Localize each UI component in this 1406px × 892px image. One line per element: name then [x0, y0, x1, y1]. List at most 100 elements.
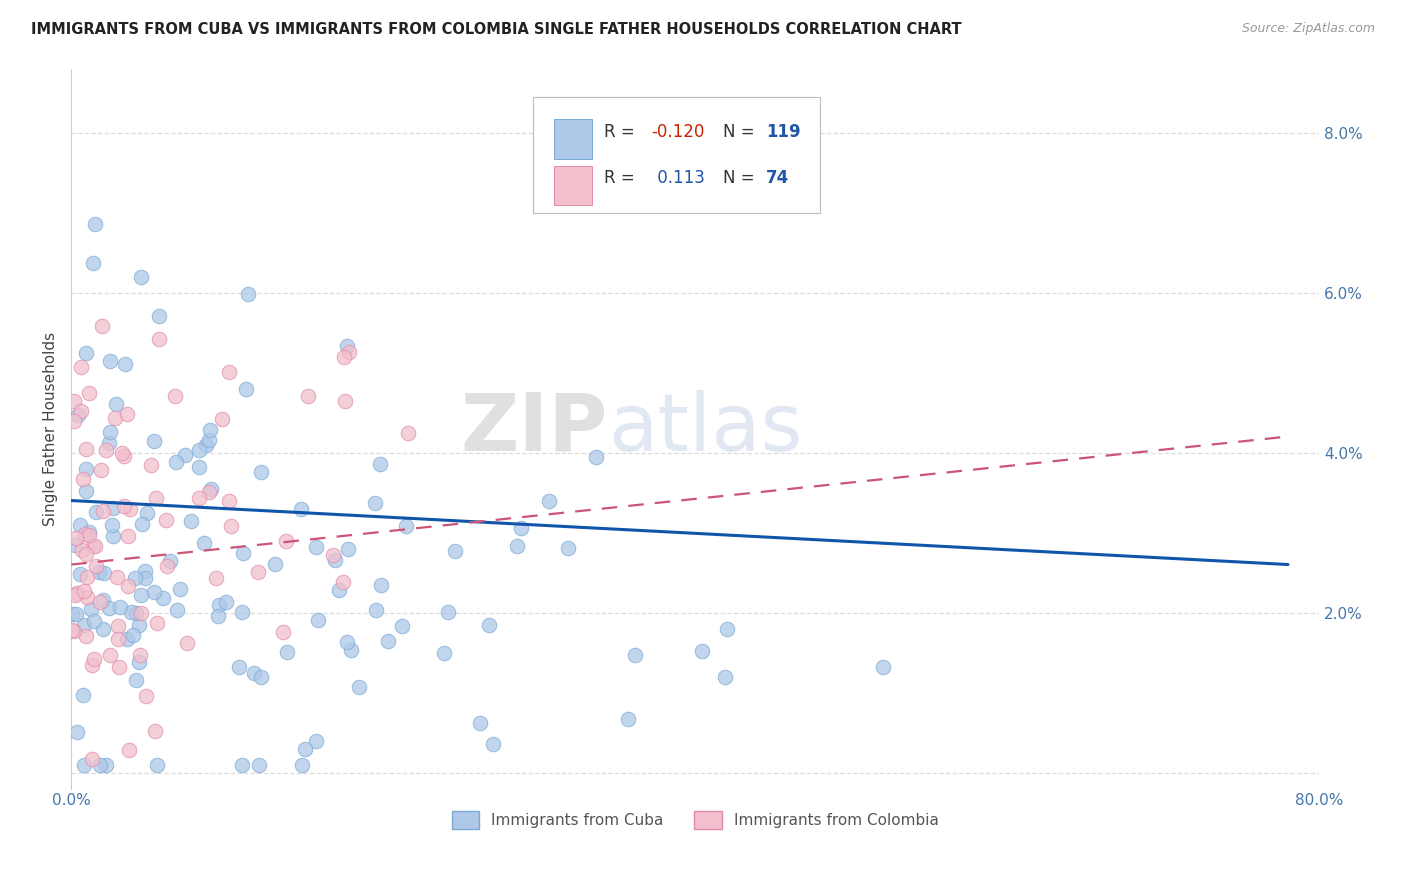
Point [391, 619, 413, 633]
Point [108, 599, 131, 614]
Point [249, 670, 271, 684]
Point [117, 743, 139, 757]
Point [211, 411, 233, 425]
Legend: Immigrants from Cuba, Immigrants from Colombia: Immigrants from Cuba, Immigrants from Co… [446, 805, 945, 835]
Point [143, 724, 166, 739]
Point [176, 636, 198, 650]
Point [214, 595, 236, 609]
Point [112, 449, 135, 463]
Point [117, 579, 139, 593]
Point [396, 425, 419, 440]
Point [297, 389, 319, 403]
Point [66, 409, 89, 423]
Point [347, 681, 370, 695]
Point [276, 533, 298, 548]
Text: IMMIGRANTS FROM CUBA VS IMMIGRANTS FROM COLOMBIA SINGLE FATHER HOUSEHOLDS CORREL: IMMIGRANTS FROM CUBA VS IMMIGRANTS FROM … [31, 22, 962, 37]
Point [468, 715, 491, 730]
Point [235, 382, 257, 396]
Point [93, 566, 115, 581]
Point [156, 559, 179, 574]
Point [180, 514, 202, 528]
Point [395, 519, 418, 533]
Point [714, 669, 737, 683]
Point [125, 673, 148, 687]
Point [83, 539, 105, 553]
Point [294, 742, 316, 756]
Point [337, 344, 360, 359]
Point [305, 734, 328, 748]
Point [115, 407, 138, 421]
Point [690, 643, 713, 657]
Point [104, 397, 127, 411]
Point [75, 442, 97, 456]
Point [83, 652, 105, 666]
Point [84, 559, 107, 574]
Point [107, 619, 129, 633]
Point [377, 633, 399, 648]
Text: -0.120: -0.120 [651, 122, 704, 141]
Point [271, 625, 294, 640]
Point [98, 354, 121, 368]
Point [75, 526, 97, 541]
Text: N =: N = [723, 122, 759, 141]
Point [110, 445, 132, 459]
Point [72, 688, 94, 702]
Point [145, 757, 167, 772]
Point [432, 646, 454, 660]
Point [135, 689, 157, 703]
Text: 74: 74 [766, 169, 790, 187]
Point [66, 586, 89, 600]
Point [112, 499, 135, 513]
Point [72, 472, 94, 486]
Point [77, 385, 100, 400]
Point [94, 442, 117, 457]
Point [63, 394, 86, 409]
Point [98, 648, 121, 662]
Point [145, 491, 167, 505]
Point [91, 593, 114, 607]
Point [89, 595, 111, 609]
Point [134, 564, 156, 578]
Point [231, 605, 253, 619]
Point [122, 628, 145, 642]
Point [65, 531, 87, 545]
Text: 0.113: 0.113 [651, 169, 704, 187]
Point [89, 757, 111, 772]
Point [69, 518, 91, 533]
Point [143, 434, 166, 448]
Point [120, 501, 142, 516]
Point [250, 466, 273, 480]
Point [66, 724, 89, 739]
Point [482, 737, 505, 751]
Point [207, 609, 229, 624]
Point [131, 517, 153, 532]
Point [623, 648, 645, 662]
Point [63, 537, 86, 551]
Point [218, 494, 240, 508]
Point [219, 518, 242, 533]
Point [105, 570, 128, 584]
Point [337, 541, 360, 556]
Point [333, 350, 356, 364]
FancyBboxPatch shape [554, 119, 592, 159]
Point [872, 660, 894, 674]
Point [307, 614, 329, 628]
Point [322, 548, 344, 562]
Point [129, 270, 152, 285]
Point [69, 359, 91, 374]
Point [247, 565, 270, 579]
Point [218, 365, 240, 379]
Point [96, 757, 118, 772]
Point [72, 757, 94, 772]
Point [557, 541, 579, 555]
Point [75, 462, 97, 476]
Point [129, 648, 152, 662]
Point [174, 448, 197, 462]
Point [129, 588, 152, 602]
Point [75, 484, 97, 499]
Point [205, 571, 228, 585]
Point [91, 319, 114, 334]
Point [104, 411, 127, 425]
Point [263, 557, 285, 571]
Text: atlas: atlas [607, 390, 803, 467]
